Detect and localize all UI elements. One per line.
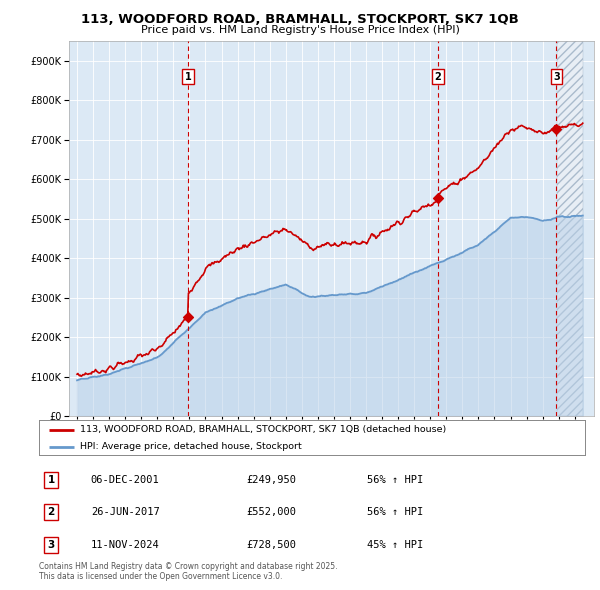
Text: 1: 1 <box>47 475 55 484</box>
Point <box>433 194 443 203</box>
Text: Contains HM Land Registry data © Crown copyright and database right 2025.
This d: Contains HM Land Registry data © Crown c… <box>39 562 337 581</box>
Text: 56% ↑ HPI: 56% ↑ HPI <box>367 475 423 484</box>
Text: 3: 3 <box>47 540 55 550</box>
Text: 3: 3 <box>553 72 560 82</box>
Text: 2: 2 <box>47 507 55 517</box>
Text: 113, WOODFORD ROAD, BRAMHALL, STOCKPORT, SK7 1QB: 113, WOODFORD ROAD, BRAMHALL, STOCKPORT,… <box>81 13 519 26</box>
Text: HPI: Average price, detached house, Stockport: HPI: Average price, detached house, Stoc… <box>80 442 302 451</box>
Point <box>551 124 561 133</box>
Text: 06-DEC-2001: 06-DEC-2001 <box>91 475 160 484</box>
Text: 11-NOV-2024: 11-NOV-2024 <box>91 540 160 550</box>
Text: Price paid vs. HM Land Registry's House Price Index (HPI): Price paid vs. HM Land Registry's House … <box>140 25 460 35</box>
Text: 56% ↑ HPI: 56% ↑ HPI <box>367 507 423 517</box>
Text: £728,500: £728,500 <box>247 540 296 550</box>
Point <box>184 313 193 322</box>
Text: £249,950: £249,950 <box>247 475 296 484</box>
Text: 26-JUN-2017: 26-JUN-2017 <box>91 507 160 517</box>
Text: 1: 1 <box>185 72 191 82</box>
Text: 2: 2 <box>434 72 442 82</box>
Text: £552,000: £552,000 <box>247 507 296 517</box>
Text: 45% ↑ HPI: 45% ↑ HPI <box>367 540 423 550</box>
Text: 113, WOODFORD ROAD, BRAMHALL, STOCKPORT, SK7 1QB (detached house): 113, WOODFORD ROAD, BRAMHALL, STOCKPORT,… <box>80 425 446 434</box>
